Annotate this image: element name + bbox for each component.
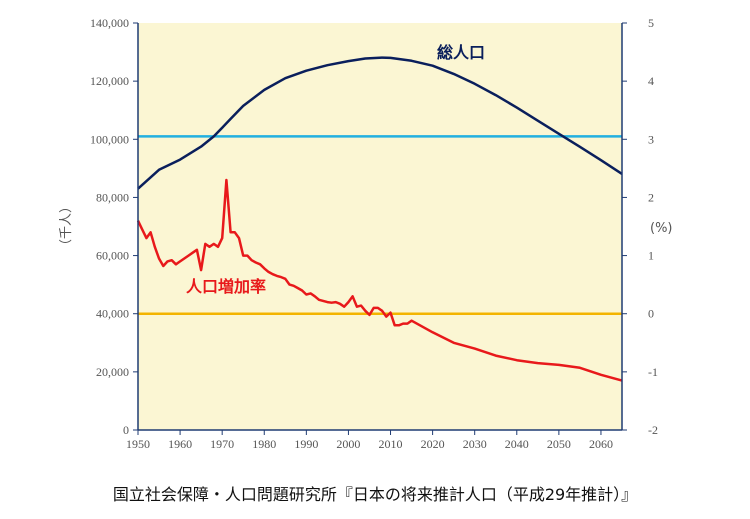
x-tick-label: 1980 <box>252 437 276 451</box>
right-tick-label: -2 <box>648 423 658 437</box>
population-chart: 0 20,000 40,000 60,000 80,000 100,000 120,000 1… <box>59 16 673 451</box>
x-tick-label: 2030 <box>463 437 487 451</box>
x-tick-label: 1970 <box>210 437 234 451</box>
x-tick-label: 2040 <box>505 437 529 451</box>
x-tick-label: 2060 <box>589 437 613 451</box>
left-tick-label: 0 <box>123 423 129 437</box>
plot-area <box>138 23 622 430</box>
x-tick-label: 2050 <box>547 437 571 451</box>
right-tick-label: -1 <box>648 365 658 379</box>
series-lines <box>136 56 623 382</box>
left-tick-label: 60,000 <box>96 249 129 263</box>
right-tick-label: 1 <box>648 249 654 263</box>
right-axis-ticks: -2 -1 0 1 2 3 4 5 <box>622 16 658 437</box>
left-tick-label: 40,000 <box>96 307 129 321</box>
axes <box>137 23 623 431</box>
right-tick-label: 4 <box>648 74 654 88</box>
x-tick-label: 1990 <box>294 437 318 451</box>
right-tick-label: 5 <box>648 16 654 30</box>
left-axis-ticks: 0 20,000 40,000 60,000 80,000 100,000 120,000 1… <box>90 16 138 437</box>
right-axis-label: (%) <box>650 221 673 236</box>
left-tick-label: 20,000 <box>96 365 129 379</box>
series-line-1 <box>136 178 623 382</box>
x-tick-label: 1960 <box>168 437 192 451</box>
source-citation: 国立社会保障・人口問題研究所『日本の将来推計人口（平成29年推計）』 <box>112 485 638 504</box>
left-tick-label: 80,000 <box>96 190 129 204</box>
right-tick-label: 2 <box>648 190 654 204</box>
x-axis-ticks: 1950 1960 1970 1980 1990 2000 2010 2020 2030 2040… <box>126 430 613 451</box>
left-tick-label: 140,000 <box>90 16 129 30</box>
right-tick-label: 0 <box>648 307 654 321</box>
left-axis-label: （千人） <box>59 200 74 252</box>
annotation-total-population: 総人口 <box>437 43 485 62</box>
reference-lines <box>138 135 622 315</box>
x-tick-label: 2000 <box>336 437 360 451</box>
series-line-0 <box>137 56 623 190</box>
x-tick-label: 2020 <box>421 437 445 451</box>
left-tick-label: 120,000 <box>90 74 129 88</box>
x-tick-label: 1950 <box>126 437 150 451</box>
annotation-growth-rate: 人口増加率 <box>186 277 266 296</box>
x-tick-label: 2010 <box>379 437 403 451</box>
right-tick-label: 3 <box>648 132 654 146</box>
left-tick-label: 100,000 <box>90 132 129 146</box>
